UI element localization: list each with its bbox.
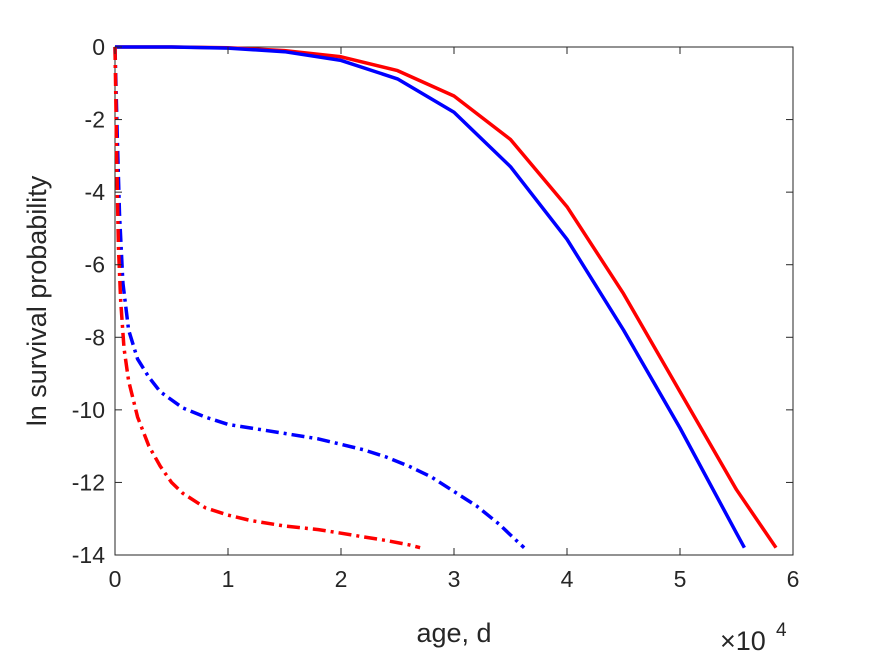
- x-tick-label: 5: [674, 566, 687, 592]
- plot-area: [114, 46, 794, 556]
- x-tick-label: 1: [222, 566, 235, 592]
- series-line-3: [113, 46, 526, 549]
- y-tick-label: -10: [72, 397, 105, 423]
- x-multiplier-exponent: 4: [776, 620, 787, 641]
- y-tick-label: -8: [85, 324, 105, 350]
- x-tick-label: 0: [109, 566, 122, 592]
- y-tick-label: -4: [85, 179, 106, 205]
- tick-layer: 0 1 2 3 4 5 6 0 -2 -4 -6 -8 -10 -12 -14: [72, 34, 800, 592]
- y-axis-label: ln survival probability: [22, 175, 52, 426]
- x-tick-label: 4: [561, 566, 574, 592]
- series-line-4: [113, 46, 421, 550]
- x-tick-label: 3: [448, 566, 461, 592]
- x-multiplier-label: ×10: [720, 626, 766, 656]
- x-tick-label: 2: [335, 566, 348, 592]
- y-tick-label: -14: [72, 542, 105, 568]
- x-tick-label: 6: [787, 566, 800, 592]
- y-tick-label: -12: [72, 469, 105, 495]
- x-axis-label: age, d: [416, 618, 491, 648]
- y-tick-label: -6: [85, 252, 105, 278]
- y-tick-label: -2: [85, 107, 105, 133]
- y-tick-label: 0: [92, 34, 105, 60]
